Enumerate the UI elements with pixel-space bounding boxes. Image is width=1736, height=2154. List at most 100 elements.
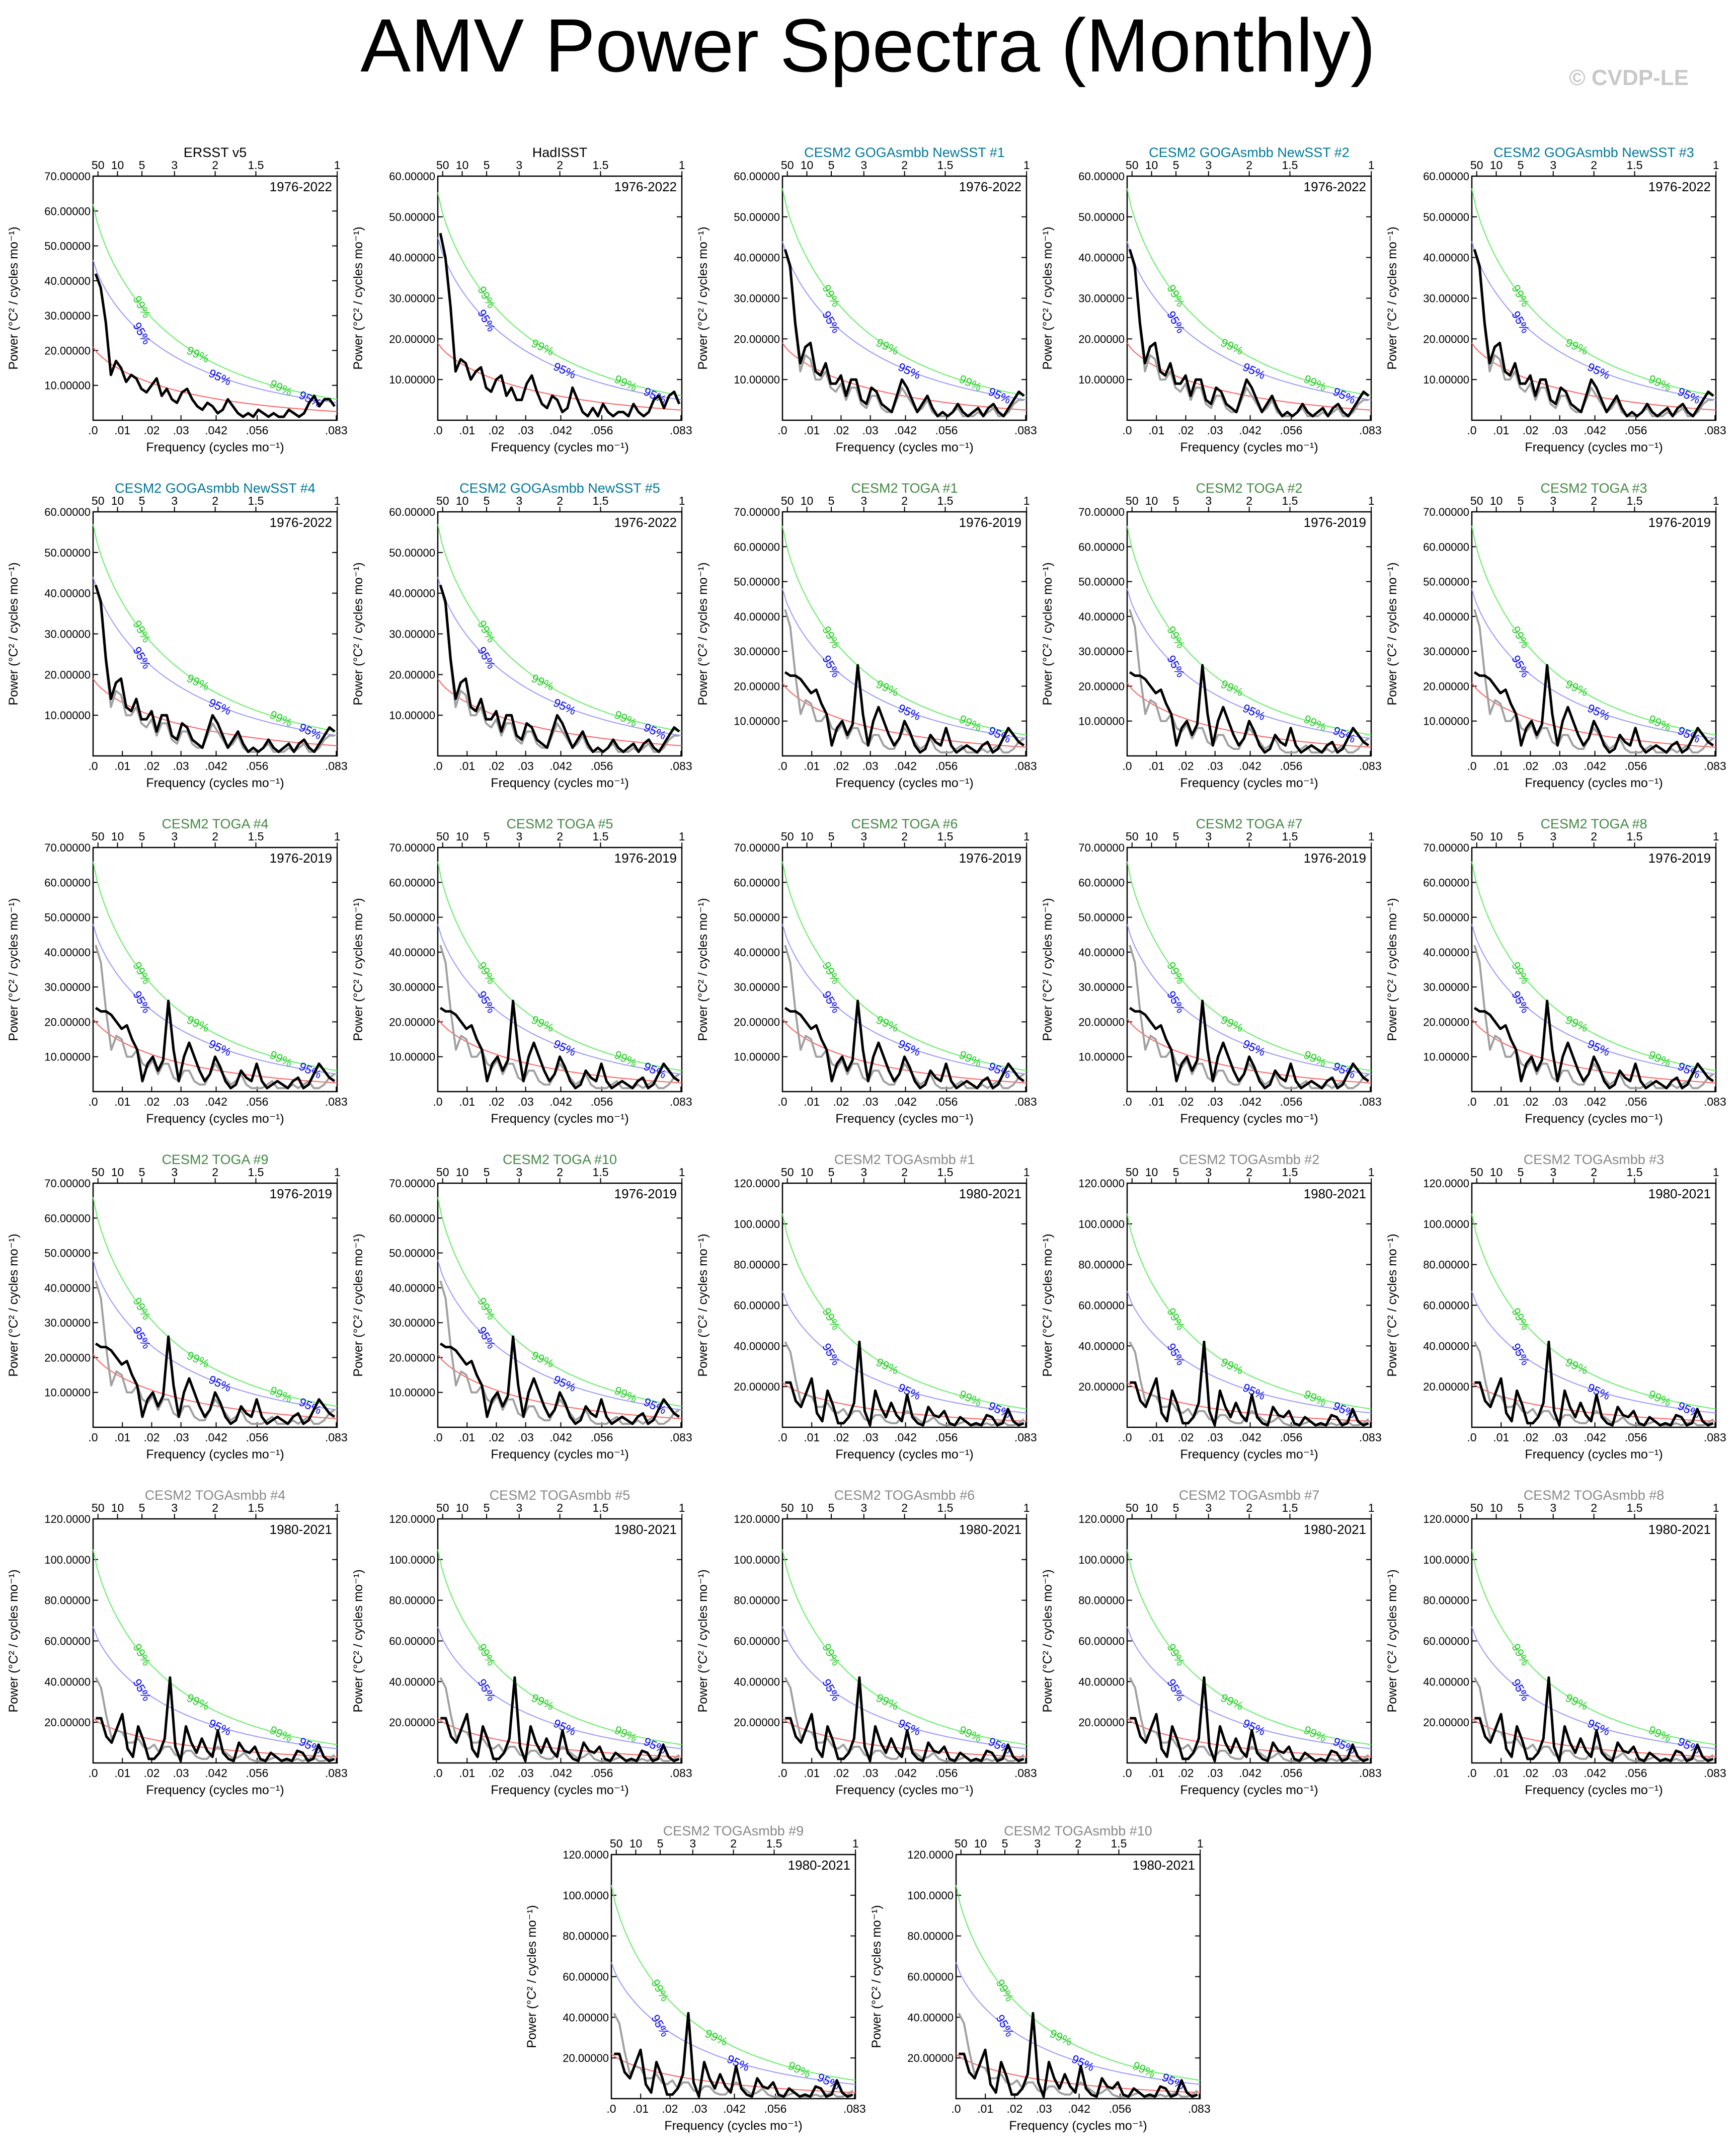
y-tick-label: 40.00000	[734, 946, 780, 959]
x-tick-label: .042	[1068, 2102, 1090, 2115]
y-tick-label: 50.00000	[1078, 576, 1125, 588]
plot-frame	[1471, 847, 1717, 1093]
period-tick-label: 2	[901, 830, 908, 843]
period-tick-label: 1	[1197, 1837, 1204, 1850]
x-tick-label: .01	[1148, 759, 1164, 773]
y-tick-label: 20.00000	[734, 1016, 780, 1028]
ci-label: 99%	[185, 1349, 211, 1370]
x-tick-label: .056	[1280, 1431, 1303, 1444]
ci99-curve	[1127, 1549, 1372, 1745]
x-tick-label: .0	[433, 1095, 442, 1108]
y-tick-label: 30.00000	[1423, 292, 1469, 305]
spectrum-line	[1128, 249, 1370, 418]
period-tick-label: 10	[111, 1501, 124, 1514]
period-tick-label: 50	[610, 1837, 623, 1850]
x-tick-label: .01	[459, 424, 475, 437]
x-axis-label: Frequency (cycles mo⁻¹)	[146, 440, 284, 454]
period-tick-label: 1.5	[592, 830, 608, 843]
period-tick-label: 1.5	[248, 494, 264, 507]
ci99-curve	[1127, 1213, 1372, 1410]
period-tick-label: 50	[1126, 1501, 1139, 1514]
ci99-curve	[93, 1197, 338, 1407]
y-tick-label: 60.00000	[44, 1212, 91, 1224]
panel-title: CESM2 TOGA #10	[503, 1152, 617, 1167]
ci99-curve	[782, 525, 1027, 736]
y-tick-label: 100.0000	[1078, 1218, 1125, 1230]
panel-title: CESM2 GOGAsmbb NewSST #5	[459, 481, 660, 496]
ci-label: 99%	[874, 677, 901, 699]
y-tick-label: 10.00000	[389, 1387, 435, 1399]
years-label: 1976-2019	[270, 1186, 332, 1201]
y-tick-label: 50.00000	[44, 1247, 91, 1260]
x-tick-label: .01	[1148, 1766, 1164, 1780]
y-tick-label: 80.00000	[907, 1930, 954, 1943]
ci-label: 99%	[1563, 1013, 1590, 1035]
period-tick-label: 3	[171, 1501, 178, 1514]
x-tick-label: .01	[459, 1766, 475, 1780]
ci95-curve	[1471, 924, 1716, 1075]
period-tick-label: 1	[1368, 1166, 1375, 1179]
y-tick-label: 80.00000	[1078, 1259, 1125, 1271]
panel-title: CESM2 TOGAsmbb #5	[490, 1488, 630, 1503]
x-tick-label: .01	[804, 759, 820, 773]
period-tick-label: 5	[1173, 494, 1179, 507]
x-tick-label: .083	[1704, 1095, 1726, 1108]
panel-title: CESM2 TOGA #6	[851, 816, 958, 831]
period-tick-label: 5	[1173, 830, 1179, 843]
x-tick-label: .03	[518, 424, 534, 437]
y-axis-label: Power (°C² / cycles mo⁻¹)	[696, 1569, 710, 1712]
x-tick-label: .01	[804, 1431, 820, 1444]
y-tick-label: 60.00000	[1078, 541, 1125, 553]
x-tick-label: .02	[1522, 424, 1538, 437]
y-tick-label: 20.00000	[44, 1716, 91, 1729]
period-tick-label: 5	[828, 1166, 835, 1179]
ci-label: 95%	[475, 644, 498, 671]
x-tick-label: .083	[670, 1431, 692, 1444]
spectrum-line	[94, 273, 336, 418]
ci99-curve	[782, 1549, 1027, 1745]
x-tick-label: .056	[591, 1095, 613, 1108]
x-tick-label: .083	[325, 1766, 348, 1780]
x-tick-label: .02	[1177, 1095, 1194, 1108]
panel-title: CESM2 TOGAsmbb #2	[1179, 1152, 1320, 1167]
ci99-curve	[437, 524, 682, 732]
plot-frame	[92, 1182, 338, 1428]
y-tick-label: 10.00000	[734, 1051, 780, 1063]
ci-label: 99%	[1563, 336, 1590, 357]
period-tick-label: 2	[212, 830, 218, 843]
period-tick-label: 1	[1023, 1501, 1030, 1514]
years-label: 1980-2021	[959, 1522, 1021, 1537]
period-tick-label: 5	[1173, 159, 1179, 172]
period-tick-label: 10	[1145, 159, 1158, 172]
period-tick-label: 2	[1591, 494, 1597, 507]
spectrum-panel: CESM2 TOGA #4 1976-2019 50 10 5 3 2 1.5 1 .0 .01 .0…	[7, 816, 348, 1126]
panel-title: CESM2 GOGAsmbb NewSST #2	[1149, 145, 1350, 160]
y-tick-label: 100.0000	[734, 1218, 780, 1230]
y-tick-label: 10.00000	[44, 1051, 91, 1063]
ci99-curve	[93, 1549, 338, 1745]
y-tick-label: 80.00000	[734, 1594, 780, 1607]
ci-label: 95%	[993, 2012, 1016, 2039]
period-tick-label: 5	[484, 159, 490, 172]
ci95-curve	[437, 237, 682, 401]
period-tick-label: 50	[92, 830, 105, 843]
ci95-curve	[611, 1962, 856, 2085]
y-tick-label: 60.00000	[389, 1635, 435, 1648]
spectrum-line	[784, 999, 1025, 1090]
period-tick-label: 10	[456, 1501, 469, 1514]
period-tick-label: 5	[828, 494, 835, 507]
y-tick-label: 20.00000	[44, 344, 91, 357]
period-tick-label: 3	[689, 1837, 696, 1850]
ci-label: 99%	[1646, 372, 1673, 394]
period-tick-label: 2	[1246, 1501, 1252, 1514]
period-tick-label: 5	[484, 1166, 490, 1179]
y-tick-label: 20.00000	[734, 680, 780, 693]
period-tick-label: 50	[436, 1501, 449, 1514]
y-tick-label: 120.0000	[1078, 1177, 1125, 1190]
ci99-curve	[782, 861, 1027, 1071]
y-tick-label: 60.00000	[389, 876, 435, 889]
period-tick-label: 1	[1713, 1501, 1719, 1514]
ci-label: 95%	[1164, 653, 1188, 679]
panel-title: CESM2 TOGA #5	[506, 816, 613, 831]
y-tick-label: 10.00000	[389, 373, 435, 386]
